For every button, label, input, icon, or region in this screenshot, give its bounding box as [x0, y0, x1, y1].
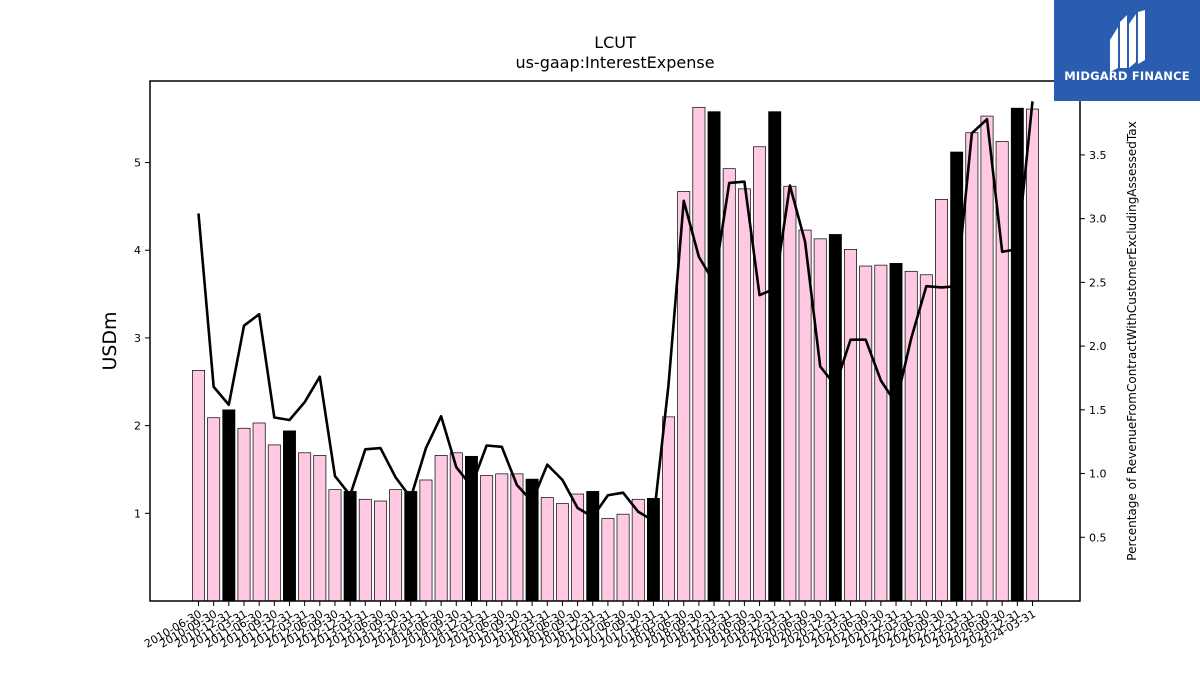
y2-tick-label: 1.5	[1089, 404, 1107, 417]
bar	[889, 263, 903, 602]
y2-axis-label: Percentage of RevenueFromContractWithCus…	[1125, 121, 1139, 560]
y-axis-left: 1 2 3 4 5	[134, 157, 150, 520]
bar	[419, 479, 433, 602]
bar	[950, 151, 964, 602]
bar	[601, 518, 615, 602]
y2-tick-label: 3.0	[1089, 213, 1107, 226]
x-axis: 2010-06-302010-09-302010-12-312011-03-31…	[142, 601, 1038, 651]
bar	[328, 489, 342, 602]
bar	[874, 264, 888, 602]
logo-mark-icon	[1110, 10, 1145, 72]
y2-tick-label: 3.5	[1089, 149, 1107, 162]
bar	[374, 500, 387, 602]
bar	[555, 503, 569, 602]
bar	[434, 455, 448, 602]
bar	[252, 422, 266, 602]
bar	[753, 146, 767, 602]
bar	[586, 491, 600, 602]
bar	[1026, 108, 1039, 602]
bar	[1010, 107, 1024, 602]
brand-logo: MIDGARD FINANCE	[1054, 0, 1200, 101]
bar	[828, 234, 842, 602]
bar	[449, 452, 463, 602]
y-tick-label: 2	[134, 420, 141, 433]
bar	[768, 111, 782, 602]
bar	[343, 491, 357, 602]
y-tick-label: 1	[134, 507, 141, 520]
y-tick-label: 3	[134, 332, 141, 345]
y2-tick-label: 2.5	[1089, 276, 1107, 289]
bar	[298, 452, 312, 602]
chart-title: LCUT	[594, 33, 636, 52]
bar	[404, 491, 418, 602]
bar	[935, 199, 948, 602]
bar	[540, 497, 554, 602]
bar	[222, 409, 236, 602]
bar	[207, 417, 221, 602]
bar	[783, 185, 797, 602]
bar	[267, 444, 281, 602]
bar	[358, 498, 372, 602]
bar	[480, 475, 494, 602]
chart-subtitle: us-gaap:InterestExpense	[515, 53, 714, 72]
logo-text: MIDGARD FINANCE	[1064, 69, 1190, 83]
bar	[662, 416, 676, 602]
bar	[692, 106, 706, 602]
y-tick-label: 4	[134, 244, 141, 257]
y-axis-right: 0.5 1.0 1.5 2.0 2.5 3.0 3.5	[1080, 149, 1107, 544]
y-tick-label: 5	[134, 157, 141, 170]
bar	[495, 473, 509, 602]
bar	[722, 168, 736, 602]
y2-tick-label: 2.0	[1089, 340, 1107, 353]
plot-frame	[149, 80, 1081, 602]
bar	[389, 489, 403, 602]
bar	[919, 274, 933, 602]
y2-tick-label: 0.5	[1089, 531, 1107, 544]
bar	[965, 132, 979, 602]
bar	[237, 427, 251, 602]
y2-tick-label: 1.0	[1089, 468, 1107, 481]
bar	[313, 455, 327, 602]
bar	[813, 238, 827, 602]
bar	[844, 249, 857, 602]
bar	[859, 265, 873, 602]
bar	[283, 430, 296, 602]
bar	[707, 111, 721, 602]
series-line	[197, 101, 1034, 523]
bar	[980, 115, 994, 602]
bar	[616, 513, 630, 602]
bar	[510, 473, 524, 602]
bar-series	[192, 106, 1039, 602]
line-series	[197, 101, 1034, 523]
y-axis-label: USDm	[99, 311, 121, 370]
bar	[192, 370, 205, 602]
bar	[737, 188, 751, 602]
